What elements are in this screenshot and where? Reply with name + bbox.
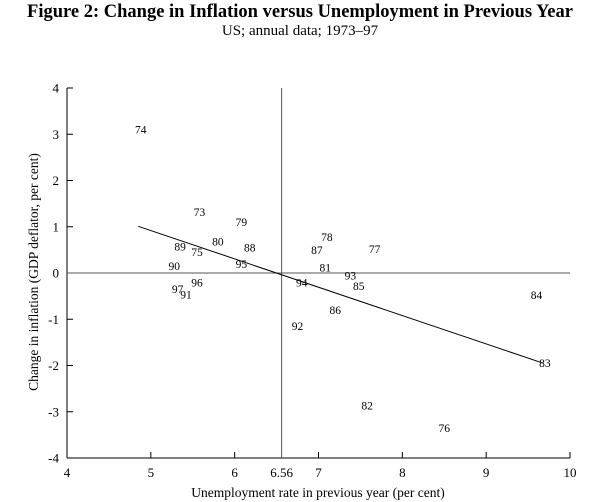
y-axis-label: Change in inflation (GDP deflator, per c… — [26, 153, 41, 391]
data-point-label: 73 — [194, 207, 206, 219]
data-point-label: 97 — [172, 284, 184, 296]
x-marker-tick-label: 6.56 — [270, 465, 293, 480]
data-point-label: 83 — [539, 358, 551, 370]
y-tick-label: 0 — [53, 266, 60, 281]
data-point-label: 75 — [191, 247, 203, 259]
data-point-label: 93 — [345, 270, 357, 282]
data-point-label: 88 — [244, 243, 256, 255]
x-tick-label: 9 — [483, 465, 490, 480]
data-point-label: 92 — [292, 321, 304, 333]
x-tick-label: 4 — [64, 465, 71, 480]
x-tick-label: 5 — [148, 465, 155, 480]
data-point-label: 90 — [169, 261, 181, 273]
x-tick-label: 8 — [399, 465, 406, 480]
regression-line — [138, 225, 544, 364]
data-point-label: 74 — [135, 125, 147, 137]
y-tick-label: -3 — [48, 404, 59, 419]
data-point-label: 79 — [236, 217, 248, 229]
data-point-label: 95 — [236, 259, 248, 271]
x-tick-label: 10 — [564, 465, 577, 480]
data-point-label: 96 — [191, 277, 203, 289]
data-point-label: 94 — [296, 277, 308, 289]
data-point-label: 87 — [311, 245, 323, 257]
data-point-label: 82 — [361, 401, 373, 413]
y-tick-label: -1 — [48, 312, 59, 327]
y-tick-label: -2 — [48, 358, 59, 373]
data-point-label: 89 — [174, 242, 186, 254]
data-point-label: 81 — [319, 262, 331, 274]
y-tick-label: -4 — [48, 451, 59, 466]
data-point-label: 76 — [439, 423, 451, 435]
data-point-label: 86 — [330, 305, 342, 317]
y-tick-label: 4 — [53, 81, 60, 96]
data-point-label: 91 — [180, 290, 192, 302]
chart-subtitle: US; annual data; 1973–97 — [221, 23, 379, 39]
chart-title: Figure 2: Change in Inflation versus Une… — [27, 2, 573, 22]
y-tick-label: 1 — [53, 219, 60, 234]
y-tick-label: 3 — [53, 127, 60, 142]
y-tick-label: 2 — [53, 173, 60, 188]
x-tick-label: 7 — [315, 465, 322, 480]
x-axis-label: Unemployment rate in previous year (per … — [191, 485, 444, 500]
data-point-label: 78 — [321, 232, 333, 244]
data-point-label: 84 — [531, 290, 543, 302]
data-point-label: 77 — [369, 244, 381, 256]
data-point-label: 80 — [212, 237, 224, 249]
x-tick-label: 6 — [231, 465, 238, 480]
data-point-label: 85 — [353, 281, 365, 293]
